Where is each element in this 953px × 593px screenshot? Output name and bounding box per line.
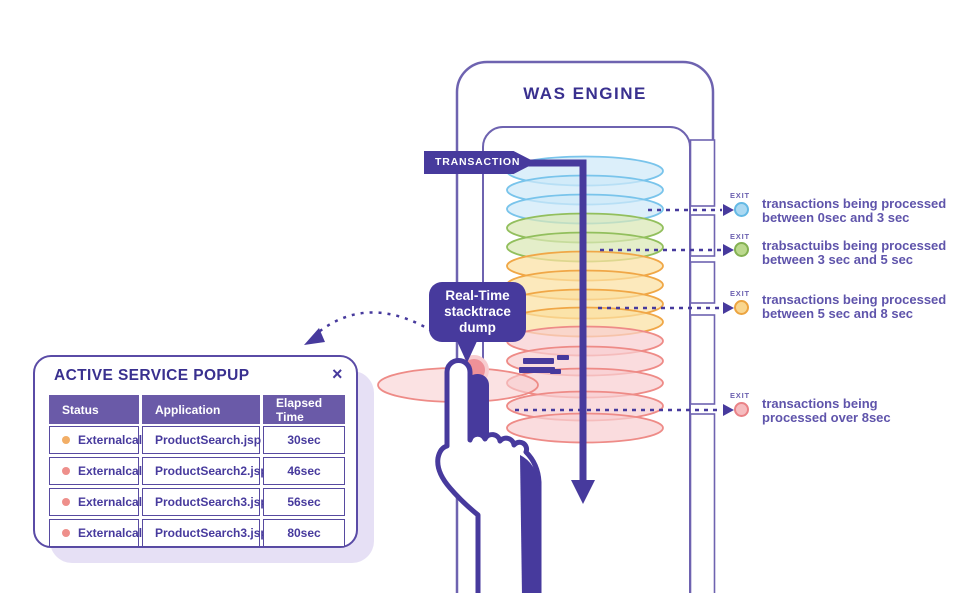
table-row-status[interactable]: Externalcall <box>49 488 145 516</box>
exit-dot <box>734 402 749 417</box>
engine-title: WAS ENGINE <box>523 84 647 103</box>
service-table: Status Application Elapsed Time External… <box>49 395 345 547</box>
transaction-flow-arrow <box>528 159 587 482</box>
table-row-elapsed[interactable]: 46sec <box>263 457 345 485</box>
col-header-application: Application <box>142 395 260 424</box>
bubble-tail <box>456 339 478 363</box>
table-row-elapsed[interactable]: 56sec <box>263 488 345 516</box>
bubble-line: Real-Time <box>445 288 510 303</box>
bubble-line: stacktrace <box>444 304 511 319</box>
exit-slot <box>689 261 716 304</box>
table-row-status[interactable]: Externalcall <box>49 519 145 547</box>
table-row-application[interactable]: ProductSearch2.jsp <box>142 457 268 485</box>
pointer-arrowhead <box>304 328 325 345</box>
exit-description: trabsactuibs being processed between 3 s… <box>762 238 947 268</box>
table-row-status[interactable]: Externalcall <box>49 426 145 454</box>
exit-description: transactions being processed between 5 s… <box>762 292 947 322</box>
transaction-label: TRANSACTION <box>435 156 521 168</box>
table-row-application[interactable]: ProductSearch.jsp <box>142 426 261 454</box>
exit-tag: EXIT <box>730 391 750 400</box>
hand-cursor-icon <box>435 358 542 593</box>
dashed-pointer-arrow <box>314 311 433 336</box>
exit-slot <box>689 139 716 207</box>
popup-title: ACTIVE SERVICE POPUP <box>54 367 250 384</box>
exit-dot <box>734 300 749 315</box>
table-row-elapsed[interactable]: 30sec <box>263 426 345 454</box>
exit-dot <box>734 242 749 257</box>
status-dot <box>62 467 70 475</box>
bubble-line: dump <box>459 320 496 335</box>
table-row-status[interactable]: Externalcall <box>49 457 145 485</box>
stacktrace-dashes-icon <box>519 355 569 374</box>
close-icon[interactable]: × <box>332 364 343 384</box>
exit-arrows <box>515 208 722 412</box>
exit-dot <box>734 202 749 217</box>
table-row-application[interactable]: ProductSearch3.jsp <box>142 488 268 516</box>
exit-tag: EXIT <box>730 232 750 241</box>
table-row-elapsed[interactable]: 80sec <box>263 519 345 547</box>
transaction-flag: TRANSACTION <box>424 151 536 174</box>
exit-slots <box>689 139 716 593</box>
exit-description: transactions being processed over 8sec <box>762 396 891 426</box>
transaction-arrowhead <box>571 480 595 504</box>
col-header-elapsed: Elapsed Time <box>263 395 345 424</box>
stacktrace-bubble: Real-Time stacktrace dump <box>429 282 526 342</box>
exit-slot <box>689 413 716 593</box>
exit-slot <box>689 314 716 405</box>
active-service-popup: ACTIVE SERVICE POPUP × Status Applicatio… <box>33 355 358 548</box>
exit-tag: EXIT <box>730 191 750 200</box>
status-dot <box>62 529 70 537</box>
exit-description: transactions being processed between 0se… <box>762 196 947 226</box>
exit-arrowheads <box>723 204 734 416</box>
status-dot <box>62 498 70 506</box>
exit-tag: EXIT <box>730 289 750 298</box>
status-dot <box>62 436 70 444</box>
table-row-application[interactable]: ProductSearch3.jsp <box>142 519 268 547</box>
col-header-status: Status <box>49 395 139 424</box>
